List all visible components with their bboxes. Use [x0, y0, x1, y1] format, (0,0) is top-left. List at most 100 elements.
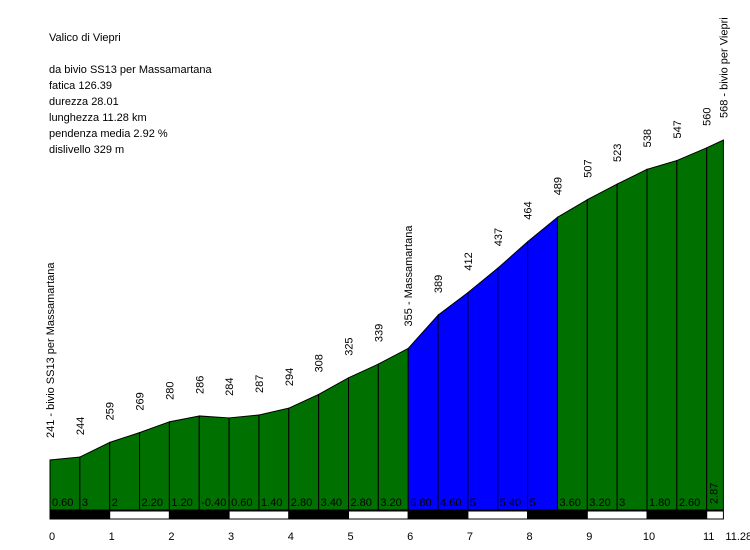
x-tick-label: 9 — [586, 531, 592, 543]
elevation-label: 280 — [164, 381, 176, 399]
scale-block — [288, 510, 349, 520]
elevation-label: 269 — [135, 392, 147, 410]
gradient-label: 3 — [82, 497, 88, 509]
x-tick-label: 1 — [109, 531, 115, 543]
elevation-label: 339 — [373, 324, 385, 342]
gradient-label: 2.80 — [351, 497, 372, 509]
x-tick-label: 0 — [49, 531, 55, 543]
stat-durezza: durezza 28.01 — [49, 96, 119, 108]
info-panel: Valico di Viepri da bivio SS13 per Massa… — [49, 30, 212, 158]
gradient-label: 2 — [112, 497, 118, 509]
elevation-label: 284 — [224, 378, 236, 396]
gradient-label: 3.20 — [380, 497, 401, 509]
chart-title: Valico di Viepri — [49, 32, 121, 44]
profile-segment — [377, 347, 409, 511]
profile-segment — [556, 198, 588, 511]
elevation-label: 294 — [284, 368, 296, 386]
elevation-label: 560 — [702, 107, 714, 125]
gradient-label: 4.60 — [440, 497, 461, 509]
elevation-label: 523 — [612, 144, 624, 162]
elevation-label: 308 — [314, 354, 326, 372]
gradient-label: 2.60 — [679, 497, 700, 509]
scale-block — [168, 510, 230, 520]
x-tick-label: 2 — [168, 531, 174, 543]
scale-block — [586, 510, 648, 520]
elevation-label: 437 — [493, 228, 505, 246]
elevation-label: 389 — [433, 275, 445, 293]
gradient-label: 2.87 — [709, 483, 721, 504]
x-tick-label: 4 — [288, 531, 294, 543]
elevation-label: 355 - Massamartana — [403, 225, 415, 327]
profile-segment — [497, 240, 529, 511]
x-tick-label: 11 — [703, 531, 714, 543]
x-tick-label: 5 — [347, 531, 353, 543]
gradient-label: 2.20 — [142, 497, 163, 509]
gradient-label: 5 — [530, 497, 536, 509]
x-tick-label: 3 — [228, 531, 234, 543]
scale-block — [646, 510, 708, 520]
x-tick-label: 6 — [407, 531, 413, 543]
scale-block — [228, 510, 290, 520]
gradient-label: 3 — [619, 497, 625, 509]
gradient-label: 1.80 — [649, 497, 670, 509]
gradient-label: 0.60 — [231, 497, 252, 509]
gradient-label: 6.80 — [410, 497, 431, 509]
profile-segment — [348, 363, 379, 511]
elevation-label: 244 — [75, 417, 87, 435]
profile-segment — [318, 376, 349, 511]
stat-dislivello: dislivello 329 m — [49, 144, 125, 156]
gradient-label: 5 — [470, 497, 476, 509]
profile-segment — [646, 159, 678, 511]
elevation-label: 325 — [344, 337, 356, 355]
gradient-label: 1.20 — [171, 497, 192, 509]
profile-segment — [168, 415, 200, 511]
scale-block — [527, 510, 588, 520]
stat-lunghezza: lunghezza 11.28 km — [49, 112, 147, 124]
stat-pendenza: pendenza media 2.92 % — [49, 128, 168, 140]
x-tick-label: 8 — [527, 531, 533, 543]
gradient-label: 3.20 — [589, 497, 610, 509]
elevation-label: 489 — [552, 177, 564, 195]
profile-segment — [288, 393, 320, 511]
gradient-label: -0.40 — [201, 497, 226, 509]
profile-segment — [437, 291, 469, 511]
gradient-label: 3.60 — [559, 497, 580, 509]
gradient-label: 2.80 — [291, 497, 312, 509]
x-tick-label: 10 — [643, 531, 655, 543]
profile-segment — [586, 183, 618, 511]
elevation-label: 547 — [672, 120, 684, 138]
profile-segment — [198, 415, 230, 511]
scale-block — [348, 510, 409, 520]
scale-block — [109, 510, 170, 520]
gradient-label: 1.40 — [261, 497, 282, 509]
x-tick-label: 7 — [467, 531, 473, 543]
stat-start: da bivio SS13 per Massamartana — [49, 64, 212, 76]
gradient-label: 5.40 — [500, 497, 521, 509]
elevation-label: 412 — [463, 252, 475, 270]
profile-segment — [258, 407, 290, 511]
profile-segment — [527, 216, 558, 511]
scale-block — [407, 510, 469, 520]
elevation-label: 464 — [523, 201, 535, 219]
elevation-label: 507 — [582, 159, 594, 177]
profile-segment — [467, 267, 499, 511]
profile-segment — [228, 414, 260, 511]
elevation-label: 538 — [642, 129, 654, 147]
elevation-label: 287 — [254, 375, 266, 393]
x-tick-label: 11.28 — [725, 531, 750, 543]
profile-segment — [407, 313, 439, 511]
scale-block — [706, 510, 724, 520]
profile-segment — [616, 168, 648, 511]
gradient-label: 3.40 — [321, 497, 342, 509]
stat-fatica: fatica 126.39 — [49, 80, 112, 92]
profile-segment — [706, 139, 724, 511]
elevation-label: 259 — [105, 402, 117, 420]
elevation-label: 286 — [194, 376, 206, 394]
elevation-label: 568 - bivio per Viepri — [718, 17, 730, 118]
scale-block — [49, 510, 111, 520]
gradient-label: 0.60 — [52, 497, 73, 509]
profile-segment — [676, 147, 708, 511]
scale-block — [467, 510, 529, 520]
elevation-label: 241 - bivio SS13 per Massamartana — [45, 262, 57, 438]
